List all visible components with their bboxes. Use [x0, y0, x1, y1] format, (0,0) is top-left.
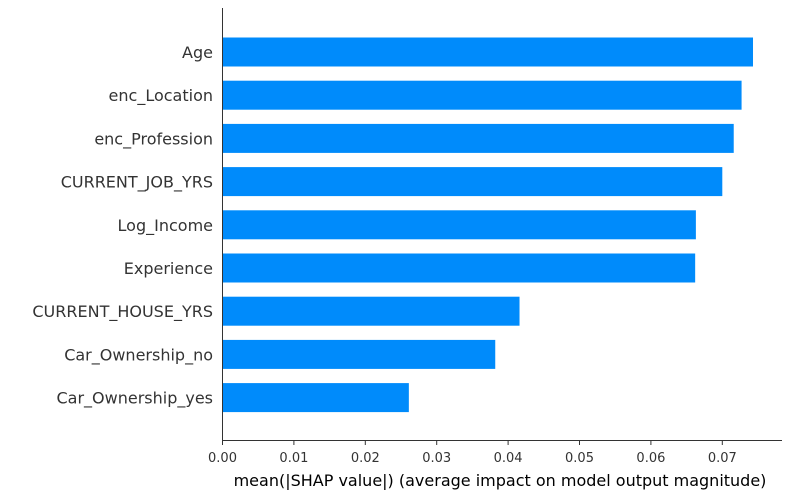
feature-label-1: enc_Location — [109, 86, 213, 106]
bar-1 — [222, 80, 742, 110]
feature-label-3: CURRENT_JOB_YRS — [61, 173, 213, 193]
x-tick-label-5: 0.05 — [565, 451, 594, 466]
feature-label-4: Log_Income — [118, 216, 213, 236]
bar-5 — [222, 253, 696, 283]
x-tick-label-2: 0.02 — [351, 451, 380, 466]
bar-6 — [222, 296, 520, 326]
bar-8 — [222, 383, 409, 413]
x-tick-label-6: 0.06 — [636, 451, 665, 466]
bar-0 — [222, 37, 754, 67]
feature-label-7: Car_Ownership_no — [64, 345, 213, 365]
x-tick-label-4: 0.04 — [494, 451, 523, 466]
x-tick-label-7: 0.07 — [708, 451, 737, 466]
feature-label-0: Age — [182, 43, 213, 62]
bar-7 — [222, 339, 496, 369]
x-tick-label-0: 0.00 — [208, 451, 237, 466]
feature-labels-group: Age enc_Location enc_Profession CURRENT_JOB… — [32, 43, 213, 409]
feature-label-2: enc_Profession — [94, 129, 213, 149]
x-ticks-group: 0.00 0.01 0.02 0.03 0.04 0.05 0.06 0.07 — [208, 440, 737, 466]
bar-3 — [222, 167, 723, 197]
bar-2 — [222, 123, 734, 153]
bars-group — [222, 37, 754, 413]
x-tick-label-3: 0.03 — [422, 451, 451, 466]
x-axis-title: mean(|SHAP value|) (average impact on mo… — [234, 471, 767, 490]
x-tick-label-1: 0.01 — [279, 451, 308, 466]
feature-label-8: Car_Ownership_yes — [56, 389, 213, 409]
bar-4 — [222, 210, 696, 240]
feature-label-6: CURRENT_HOUSE_YRS — [32, 302, 213, 322]
feature-label-5: Experience — [124, 259, 213, 278]
